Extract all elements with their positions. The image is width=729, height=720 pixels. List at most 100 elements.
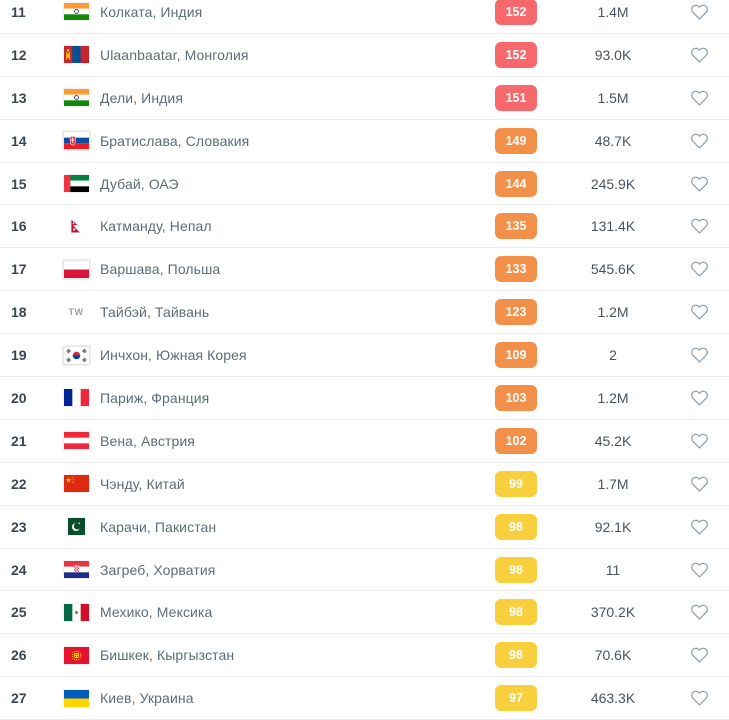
aqi-badge: 98: [495, 599, 537, 626]
aqi-badge-cell: 102: [494, 427, 538, 454]
table-row[interactable]: 27 Киев, Украина 97 463.3K: [0, 677, 729, 720]
table-row[interactable]: 26 Бишкек, Кыргызстан 98 70.6K: [0, 634, 729, 678]
city-cell[interactable]: Ulaanbaatar, Монголия: [100, 47, 494, 63]
favorite-cell: [688, 601, 729, 623]
city-cell[interactable]: Варшава, Польша: [100, 261, 494, 277]
city-label: Дели, Индия: [100, 89, 184, 106]
favorite-heart-icon[interactable]: [688, 344, 711, 366]
rank-cell: 13: [0, 90, 52, 106]
rank-cell: 11: [0, 4, 52, 20]
favorite-cell: [688, 87, 729, 109]
favorite-heart-icon[interactable]: [688, 430, 711, 452]
favorite-cell: [688, 258, 729, 280]
city-cell[interactable]: Колката, Индия: [100, 4, 494, 20]
rank-number: 12: [11, 46, 27, 63]
city-cell[interactable]: Карачи, Пакистан: [100, 519, 494, 535]
table-row[interactable]: 23 Карачи, Пакистан 98 92.1K: [0, 505, 729, 549]
aqi-badge-cell: 152: [494, 41, 538, 68]
city-cell[interactable]: Киев, Украина: [100, 690, 494, 706]
favorite-heart-icon[interactable]: [688, 387, 711, 409]
rank-number: 27: [11, 690, 27, 707]
city-cell[interactable]: Вена, Австрия: [100, 433, 494, 449]
favorite-cell: [688, 430, 729, 452]
flag-cell: [52, 389, 100, 407]
rank-number: 14: [11, 132, 27, 149]
table-row[interactable]: 19 Инчхон, Южная Корея 109 2: [0, 334, 729, 378]
rank-cell: 22: [0, 476, 52, 492]
aqi-badge: 123: [495, 299, 537, 326]
rank-cell: 15: [0, 176, 52, 192]
favorite-heart-icon[interactable]: [688, 44, 711, 66]
table-row[interactable]: 11 Колката, Индия 152 1.4M: [0, 0, 729, 34]
table-row[interactable]: 25 Мехико, Мексика 98 370.2K: [0, 591, 729, 635]
favorite-heart-icon[interactable]: [688, 173, 711, 195]
favorite-cell: [688, 387, 729, 409]
table-row[interactable]: 17 Варшава, Польша 133 545.6K: [0, 248, 729, 292]
flag-cell: [52, 518, 100, 536]
city-cell[interactable]: Париж, Франция: [100, 390, 494, 406]
table-row[interactable]: 22 Чэнду, Китай 99 1.7M: [0, 462, 729, 506]
table-row[interactable]: 20 Париж, Франция 103 1.2M: [0, 377, 729, 420]
city-cell[interactable]: Бишкек, Кыргызстан: [100, 647, 494, 663]
favorite-heart-icon[interactable]: [688, 301, 711, 323]
city-cell[interactable]: Дубай, ОАЭ: [100, 176, 494, 192]
table-row[interactable]: 14 Братислава, Словакия 149 48.7K: [0, 119, 729, 163]
table-row[interactable]: 24 Загреб, Хорватия 98 11: [0, 548, 729, 592]
rank-number: 13: [11, 89, 27, 106]
flag-austria-icon: [63, 432, 89, 450]
table-row[interactable]: 13 Дели, Индия 151 1.5M: [0, 76, 729, 120]
aqi-badge: 135: [495, 213, 537, 240]
favorite-cell: [688, 301, 729, 323]
flag-south-korea-icon: [62, 345, 90, 365]
aqi-badge: 152: [495, 0, 537, 25]
flag-cell: [52, 89, 100, 107]
flag-poland-icon: [62, 259, 90, 279]
favorite-heart-icon[interactable]: [688, 130, 711, 152]
favorite-heart-icon[interactable]: [688, 559, 711, 581]
favorite-cell: [688, 687, 729, 709]
flag-cell: [52, 646, 100, 664]
flag-kyrgyzstan-icon: [63, 646, 89, 664]
rank-number: 26: [11, 647, 27, 664]
favorite-heart-icon[interactable]: [688, 516, 711, 538]
city-cell[interactable]: Тайбэй, Тайвань: [100, 304, 494, 320]
favorite-cell: [688, 344, 729, 366]
favorite-heart-icon[interactable]: [688, 1, 711, 23]
flag-china-icon: [63, 475, 89, 493]
city-cell[interactable]: Загреб, Хорватия: [100, 562, 494, 578]
flag-pakistan-icon: [67, 518, 85, 536]
rank-cell: 26: [0, 647, 52, 663]
aqi-badge-cell: 98: [494, 556, 538, 583]
table-row[interactable]: 18 TW Тайбэй, Тайвань 123 1.2M: [0, 291, 729, 335]
flag-cell: [52, 345, 100, 365]
favorite-heart-icon[interactable]: [688, 258, 711, 280]
rank-cell: 14: [0, 133, 52, 149]
table-row[interactable]: 15 Дубай, ОАЭ 144 245.9K: [0, 162, 729, 206]
rank-number: 20: [11, 389, 27, 406]
city-cell[interactable]: Дели, Индия: [100, 90, 494, 106]
rank-cell: 19: [0, 347, 52, 363]
city-cell[interactable]: Катманду, Непал: [100, 218, 494, 234]
favorite-heart-icon[interactable]: [688, 687, 711, 709]
aqi-badge: 103: [495, 384, 537, 411]
flag-india-icon: [63, 3, 89, 21]
table-row[interactable]: 16 Катманду, Непал 135 131.4K: [0, 205, 729, 249]
favorite-heart-icon[interactable]: [688, 644, 711, 666]
rank-cell: 17: [0, 261, 52, 277]
aqi-badge: 144: [495, 170, 537, 197]
favorite-cell: [688, 516, 729, 538]
rank-number: 25: [11, 604, 27, 621]
city-cell[interactable]: Мехико, Мексика: [100, 604, 494, 620]
city-cell[interactable]: Чэнду, Китай: [100, 476, 494, 492]
city-cell[interactable]: Инчхон, Южная Корея: [100, 347, 494, 363]
favorite-heart-icon[interactable]: [688, 87, 711, 109]
favorite-cell: [688, 130, 729, 152]
favorite-heart-icon[interactable]: [688, 473, 711, 495]
favorite-heart-icon[interactable]: [688, 215, 711, 237]
followers-value: 45.2K: [594, 432, 632, 449]
flag-ukraine-icon: [63, 689, 89, 707]
table-row[interactable]: 12 Ulaanbaatar, Монголия 152 93.0K: [0, 33, 729, 77]
favorite-heart-icon[interactable]: [688, 601, 711, 623]
table-row[interactable]: 21 Вена, Австрия 102 45.2K: [0, 419, 729, 463]
city-cell[interactable]: Братислава, Словакия: [100, 133, 494, 149]
